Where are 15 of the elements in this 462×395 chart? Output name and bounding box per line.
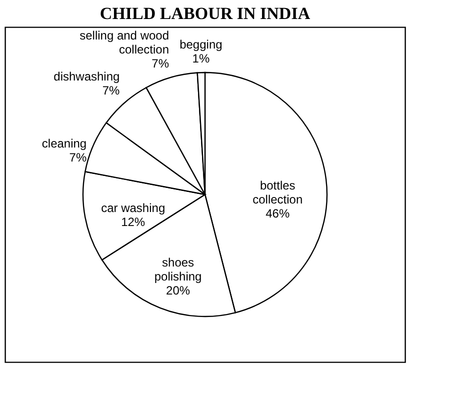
- slice-label: begging: [180, 38, 222, 52]
- data-label: 1%: [192, 52, 210, 66]
- slice-label: dishwashing: [54, 70, 120, 84]
- data-label: 46%: [266, 206, 290, 220]
- data-label: 12%: [121, 215, 146, 230]
- data-label: 7%: [152, 56, 170, 71]
- slice-label: bottles collection: [252, 178, 303, 206]
- slice-label: selling and wood collection: [80, 28, 170, 57]
- slice-label: car washing: [101, 201, 166, 216]
- chart-title: CHILD LABOUR IN INDIA: [100, 4, 311, 23]
- data-label: 7%: [69, 150, 87, 164]
- slice-label: shoes polishing: [154, 256, 202, 284]
- slice-label: cleaning: [42, 136, 87, 150]
- data-label: 20%: [166, 284, 190, 298]
- data-label: 7%: [102, 84, 120, 98]
